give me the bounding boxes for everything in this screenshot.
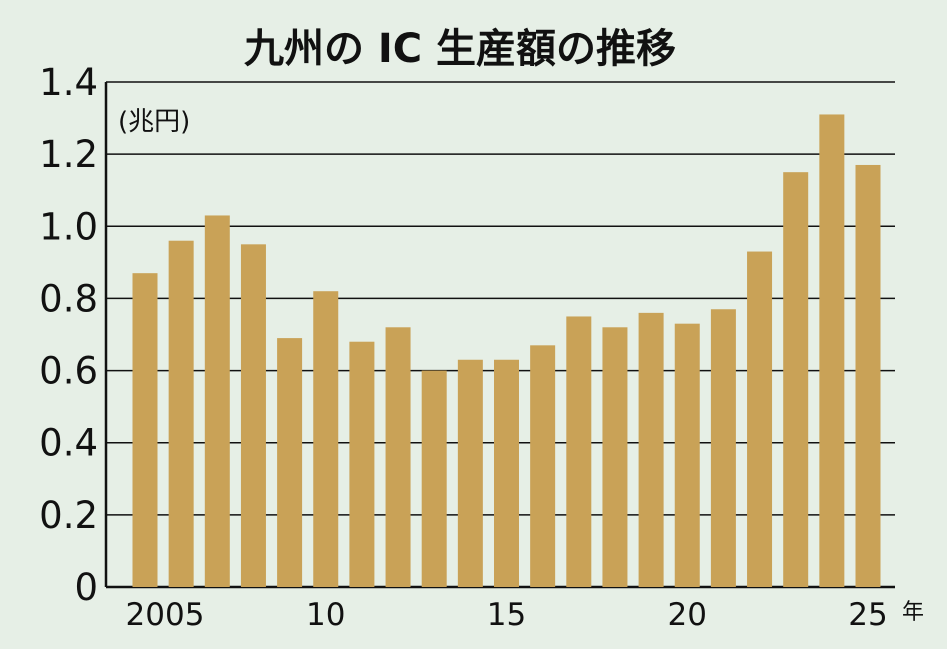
x-tick-label: 10	[306, 597, 345, 633]
bar-2013	[421, 370, 447, 587]
bar-2014	[457, 359, 483, 587]
bar-2015	[494, 359, 519, 587]
bar-2019	[638, 312, 664, 587]
bar-2009	[277, 338, 303, 587]
y-tick-label: 1.0	[39, 205, 98, 248]
bar-2012	[385, 327, 411, 587]
bar-2018	[602, 327, 628, 587]
bar-2025	[855, 164, 881, 587]
x-tick-label: 25	[848, 597, 887, 633]
bar-2006	[168, 240, 194, 587]
y-tick-label: 0	[74, 566, 98, 609]
bar-2021	[710, 309, 736, 587]
y-tick-label: 0.8	[39, 277, 98, 320]
x-tick-label: 20	[668, 597, 707, 633]
x-tick-label: 15	[487, 597, 526, 633]
y-unit-label: (兆円)	[118, 107, 190, 137]
y-tick-label: 1.2	[39, 133, 98, 176]
x-tick-label: 2005	[126, 597, 205, 633]
bar-2005	[132, 273, 158, 587]
y-tick-label: 0.6	[39, 350, 98, 393]
x-unit-label: 年	[902, 600, 924, 625]
bar-2024	[819, 114, 845, 587]
x-tick-labels: 2005 10 15 20 25	[126, 597, 888, 633]
chart-title: 九州の IC 生産額の推移	[244, 26, 676, 72]
bars	[132, 114, 881, 588]
bar-2008	[240, 244, 266, 588]
bar-2011	[349, 341, 375, 587]
bar-2023	[783, 172, 809, 587]
bar-2022	[747, 251, 773, 588]
bar-2020	[674, 323, 700, 587]
y-tick-label: 0.4	[39, 422, 98, 465]
bar-2010	[313, 291, 339, 587]
y-tick-labels: 0 0.2 0.4 0.6 0.8 1.0 1.2 1.4	[39, 61, 98, 609]
bar-2017	[566, 316, 592, 587]
bar-2016	[530, 345, 556, 587]
y-tick-label: 1.4	[39, 61, 98, 104]
y-tick-label: 0.2	[39, 494, 98, 537]
bar-2007	[204, 215, 230, 587]
